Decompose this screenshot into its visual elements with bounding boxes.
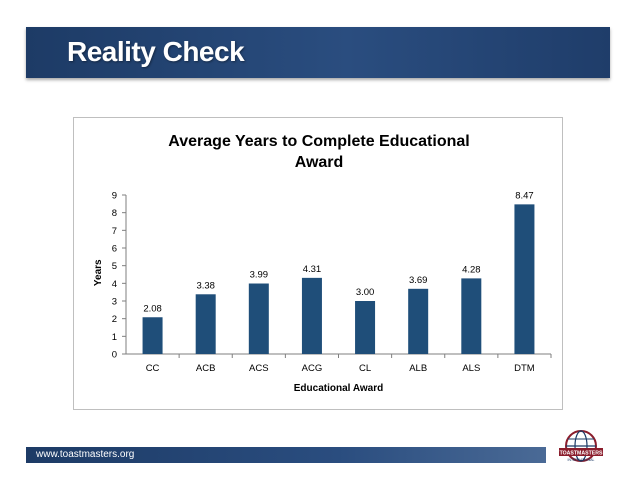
bar xyxy=(514,204,535,354)
data-label: 2.08 xyxy=(143,303,162,314)
y-tick-label: 5 xyxy=(112,261,117,272)
bar xyxy=(301,277,322,354)
globe-icon: TOASTMASTERS INTERNATIONAL xyxy=(559,430,603,462)
footer-url[interactable]: www.toastmasters.org xyxy=(36,449,135,460)
y-tick-label: 8 xyxy=(112,208,117,219)
y-tick-label: 6 xyxy=(112,244,117,255)
x-tick-label: ACS xyxy=(249,363,269,374)
data-label: 3.00 xyxy=(356,287,375,298)
data-label: 8.47 xyxy=(515,190,534,201)
data-label: 4.31 xyxy=(303,264,322,275)
chart-frame: Average Years to Complete Educational Awa… xyxy=(73,117,563,410)
chart-title-line: Average Years to Complete Educational xyxy=(168,133,469,150)
y-tick-label: 2 xyxy=(112,314,117,325)
y-tick-label: 1 xyxy=(112,332,117,343)
x-tick-label: DTM xyxy=(514,363,535,374)
data-label: 3.69 xyxy=(409,275,428,286)
footer-bar: www.toastmasters.org xyxy=(26,447,546,463)
bar xyxy=(248,283,269,354)
logo-subtext: INTERNATIONAL xyxy=(568,458,595,462)
x-axis-label: Educational Award xyxy=(294,383,383,394)
y-tick-label: 7 xyxy=(112,226,117,237)
y-tick-label: 3 xyxy=(112,297,117,308)
bar xyxy=(461,278,482,354)
x-tick-label: CL xyxy=(359,363,371,374)
bar xyxy=(142,317,163,354)
logo-text: TOASTMASTERS xyxy=(560,451,603,457)
x-tick-label: ALS xyxy=(462,363,480,374)
x-tick-label: ACB xyxy=(196,363,216,374)
x-tick-label: ACG xyxy=(302,363,323,374)
y-tick-label: 0 xyxy=(112,350,117,361)
x-tick-label: CC xyxy=(146,363,160,374)
slide-title: Reality Check xyxy=(67,36,245,67)
bar-chart: Average Years to Complete Educational Awa… xyxy=(93,133,552,394)
bar xyxy=(355,301,376,354)
y-tick-label: 4 xyxy=(112,279,117,290)
bar xyxy=(408,288,429,354)
y-tick-label: 9 xyxy=(112,191,117,202)
chart-title-line: Award xyxy=(295,154,344,171)
toastmasters-logo: TOASTMASTERS INTERNATIONAL xyxy=(553,428,609,472)
bar xyxy=(195,294,216,354)
y-axis-label: Years xyxy=(93,259,104,286)
data-label: 4.28 xyxy=(462,264,481,275)
x-tick-label: ALB xyxy=(409,363,427,374)
data-label: 3.38 xyxy=(196,280,215,291)
data-label: 3.99 xyxy=(250,270,269,281)
title-bar: Reality Check xyxy=(26,27,610,78)
